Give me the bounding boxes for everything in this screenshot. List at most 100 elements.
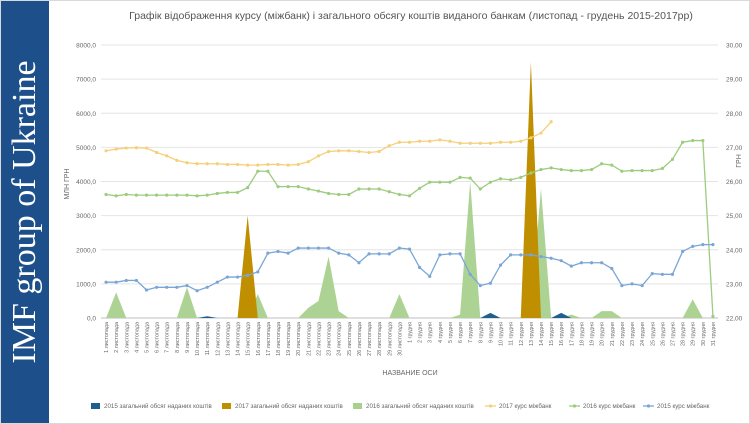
- line-point-3: [316, 154, 321, 158]
- y2-tick-label: 28,00: [726, 111, 743, 118]
- line-point-5: [165, 285, 169, 289]
- x-tick-label: 13 листопада: [225, 322, 231, 356]
- line-point-5: [438, 253, 442, 257]
- x-tick-label: 11 листопада: [205, 322, 211, 355]
- line-point-4: [519, 175, 523, 179]
- line-point-4: [600, 162, 604, 166]
- line-point-3: [498, 140, 503, 144]
- line-point-4: [246, 186, 250, 190]
- y2-tick-label: 26,00: [726, 179, 743, 186]
- x-tick-label: 9 грудня: [488, 322, 494, 343]
- x-tick-label: 16 листопада: [256, 322, 262, 356]
- x-tick-label: 23 листопада: [327, 322, 333, 356]
- x-tick-label: 27 грудня: [670, 322, 676, 346]
- y2-tick-label: 24,00: [726, 247, 743, 254]
- line-point-4: [559, 167, 563, 172]
- line-series-layer: [104, 120, 715, 318]
- line-point-3: [296, 162, 300, 167]
- x-tick-label: 3 грудня: [428, 322, 434, 343]
- line-point-3: [306, 160, 310, 164]
- line-point-4: [407, 194, 412, 198]
- line-point-3: [509, 140, 513, 144]
- line-point-5: [235, 275, 240, 279]
- x-tick-label: 8 грудня: [478, 322, 484, 343]
- legend-label: 2017 курс міжбанк: [499, 403, 552, 410]
- x-tick-label: 29 грудня: [691, 322, 697, 346]
- line-point-4: [165, 193, 169, 197]
- brand-sidebar: IMF group of Ukraine: [1, 1, 49, 423]
- line-point-5: [539, 254, 543, 259]
- x-tick-label: 6 листопада: [155, 322, 161, 353]
- line-point-5: [650, 272, 654, 276]
- line-point-3: [155, 150, 159, 155]
- line-point-4: [438, 180, 442, 184]
- line-point-4: [428, 180, 432, 184]
- line-point-4: [124, 192, 128, 197]
- line-point-3: [114, 147, 118, 151]
- line-point-4: [316, 189, 321, 193]
- line-point-5: [144, 288, 149, 292]
- y2-tick-label: 30,00: [726, 43, 743, 50]
- line-point-3: [387, 144, 391, 148]
- line-point-5: [559, 259, 563, 263]
- x-tick-label: 24 грудня: [640, 322, 646, 346]
- line-point-5: [579, 261, 584, 265]
- x-tick-label: 10 грудня: [499, 322, 505, 346]
- line-point-4: [640, 168, 644, 173]
- line-point-5: [640, 283, 644, 288]
- line-point-4: [529, 171, 533, 175]
- line-point-5: [660, 272, 664, 276]
- line-point-3: [165, 154, 169, 158]
- y2-tick-label: 25,00: [726, 213, 743, 220]
- x-tick-label: 7 листопада: [165, 322, 171, 353]
- line-point-3: [549, 120, 553, 124]
- x-tick-label: 31 грудня: [711, 322, 717, 346]
- line-point-4: [589, 167, 594, 172]
- line-point-4: [286, 185, 290, 189]
- x-tick-labels: 1 листопада 2 листопада 3 листопада 4 листо…: [104, 322, 717, 356]
- line-point-5: [620, 283, 624, 288]
- y-tick-label: 1000,0: [76, 281, 96, 288]
- legend-swatch: [353, 403, 362, 409]
- line-point-4: [235, 190, 240, 195]
- line-point-4: [256, 169, 260, 173]
- x-tick-label: 30 листопада: [397, 322, 403, 356]
- line-point-5: [478, 283, 482, 288]
- line-point-5: [215, 280, 219, 284]
- line-point-3: [377, 149, 381, 154]
- line-point-4: [610, 163, 614, 167]
- x-tick-label: 11 грудня: [509, 322, 515, 346]
- line-point-5: [337, 251, 341, 255]
- x-tick-label: 22 грудня: [620, 322, 626, 346]
- line-point-4: [569, 168, 573, 173]
- legend: 2015 загальний обсяг наданих коштів 2017 …: [91, 403, 710, 410]
- line-point-3: [418, 139, 422, 143]
- line-point-4: [468, 176, 472, 180]
- line-point-4: [195, 194, 199, 198]
- line-point-4: [549, 166, 553, 170]
- line-point-5: [670, 272, 675, 276]
- line-point-5: [509, 253, 513, 257]
- y-tick-label: 5000,0: [76, 145, 96, 152]
- line-point-4: [701, 138, 705, 143]
- line-point-4: [306, 187, 310, 191]
- line-point-5: [397, 246, 401, 250]
- line-point-4: [387, 190, 391, 194]
- line-point-5: [448, 252, 452, 256]
- x-axis-label: НАЗВАНИЕ ОСИ: [382, 370, 437, 377]
- line-point-5: [418, 265, 422, 270]
- line-point-3: [519, 139, 523, 143]
- x-tick-label: 15 грудня: [549, 322, 555, 346]
- line-point-4: [104, 192, 108, 197]
- x-tick-label: 30 грудня: [701, 322, 707, 346]
- line-point-3: [225, 162, 230, 167]
- line-point-5: [276, 249, 280, 254]
- line-point-5: [246, 273, 250, 277]
- line-point-5: [175, 285, 179, 289]
- line-point-3: [104, 149, 108, 153]
- x-tick-label: 3 листопада: [124, 322, 130, 353]
- line-point-4: [276, 185, 280, 189]
- x-tick-label: 22 листопада: [316, 322, 322, 356]
- y-tick-label: 3000,0: [76, 213, 96, 220]
